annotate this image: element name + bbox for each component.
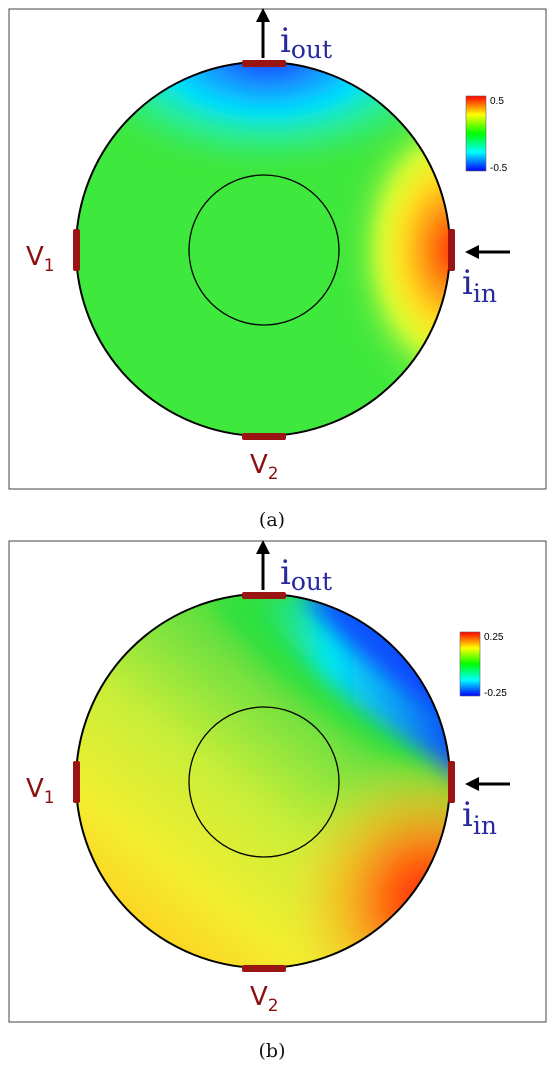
panel-a-electrode-v1 <box>73 229 80 271</box>
panel-b-colorbar-min: -0.25 <box>484 688 507 699</box>
panel-b-v2-label: V2 <box>250 982 279 1016</box>
panel-b-electrode-v1 <box>73 761 80 803</box>
panel-b-inclusion <box>188 706 340 858</box>
panel-a-v1-label: V1 <box>26 242 55 276</box>
panel-b-electrode-iin <box>448 761 455 803</box>
panel-b-electrode-v2 <box>242 965 286 972</box>
panel-b-iout-label: iout <box>280 553 332 596</box>
panel-b-v1-label: V1 <box>26 774 55 808</box>
panel-b-arrow-out-icon <box>256 540 270 590</box>
panel-a-arrow-in-icon <box>465 245 510 259</box>
panel-a-colorbar <box>465 95 487 172</box>
panel-a-electrode-v2 <box>242 433 286 440</box>
panel-a-inclusion <box>188 174 340 326</box>
panel-a-arrow-out-icon <box>256 8 270 58</box>
panel-b-arrow-in-icon <box>465 777 510 791</box>
panel-b-iin-label: iin <box>462 795 497 840</box>
panel-a-electrode-iout <box>242 60 286 67</box>
panel-a-caption: (a) <box>259 509 285 531</box>
panel-b: iout iin V1 V2 0.25 -0.25 <box>8 540 547 1023</box>
panel-a: iout iin V1 V2 0.5 -0.5 <box>8 8 547 490</box>
panel-a-v2-label: V2 <box>250 450 279 484</box>
panel-a-colorbar-min: -0.5 <box>490 163 508 174</box>
panel-a-iin-label: iin <box>462 263 497 308</box>
panel-b-colorbar <box>459 631 481 697</box>
panel-a-field <box>76 62 450 436</box>
panel-a-electrode-iin <box>448 229 455 271</box>
panel-b-colorbar-max: 0.25 <box>484 632 504 643</box>
panel-b-electrode-iout <box>242 592 286 599</box>
panel-b-caption: (b) <box>259 1040 286 1062</box>
panel-a-colorbar-max: 0.5 <box>490 96 504 107</box>
panel-a-iout-label: iout <box>280 21 332 64</box>
